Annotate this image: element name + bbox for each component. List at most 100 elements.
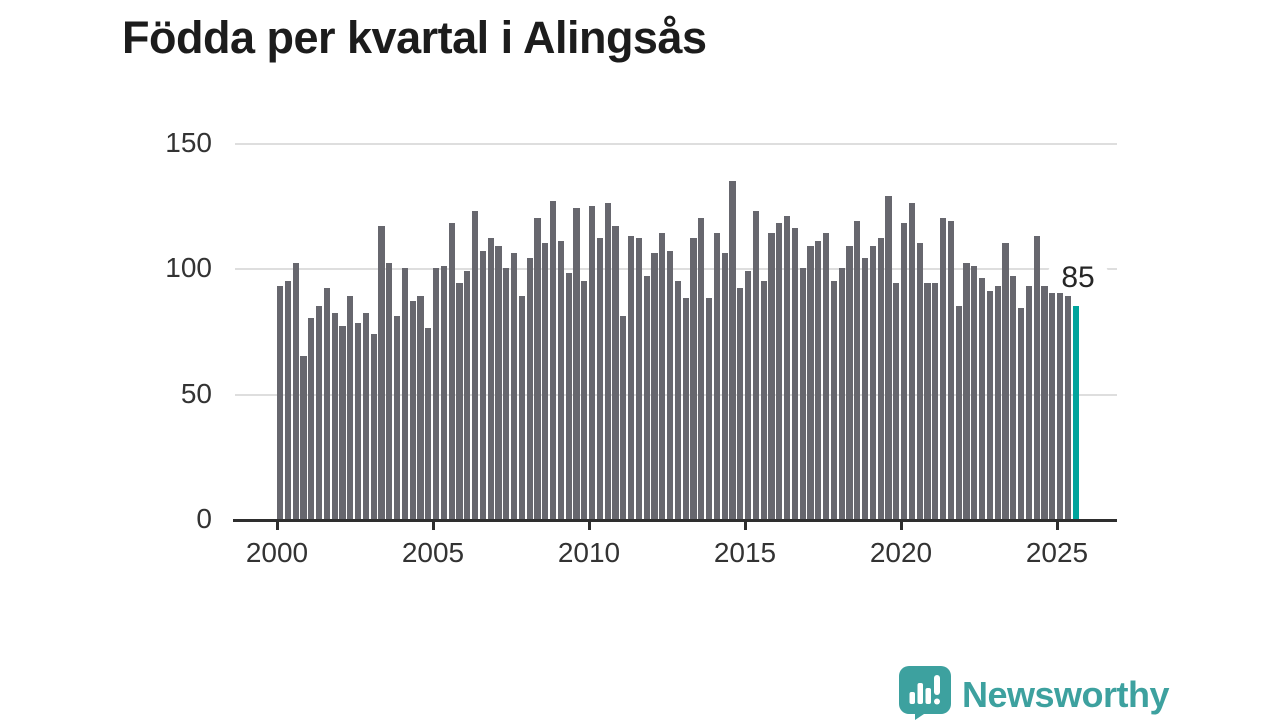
bar: [635, 238, 642, 519]
bar: [877, 238, 884, 519]
bar: [620, 315, 627, 519]
bar: [854, 220, 861, 519]
newsworthy-logo: Newsworthy: [898, 665, 1170, 720]
bar: [425, 328, 432, 519]
x-axis-tick-label: 2020: [869, 537, 933, 568]
bar: [862, 258, 869, 519]
bar: [1057, 293, 1064, 519]
bar: [908, 203, 915, 519]
bar: [768, 233, 775, 519]
page-title: Födda per kvartal i Alingsås: [122, 12, 707, 63]
x-axis-tick: [1055, 519, 1059, 530]
bar: [362, 313, 369, 519]
bar: [643, 275, 650, 519]
value-annotation: 85: [1047, 255, 1109, 301]
bar: [838, 268, 845, 519]
bar: [378, 225, 385, 519]
bar: [1033, 235, 1040, 519]
bar: [667, 250, 674, 519]
bar: [963, 263, 970, 519]
bar: [815, 240, 822, 519]
bar: [448, 223, 455, 519]
bar: [846, 245, 853, 519]
bar: [565, 273, 572, 519]
bar: [737, 288, 744, 519]
bar: [370, 333, 377, 519]
bar: [557, 240, 564, 519]
bar: [869, 245, 876, 519]
bar: [776, 223, 783, 519]
bar: [526, 258, 533, 519]
bar: [472, 210, 479, 519]
bar: [284, 280, 291, 519]
logo-text: Newsworthy: [962, 674, 1170, 715]
bar: [292, 263, 299, 519]
x-axis-tick: [275, 519, 279, 530]
bar: [979, 278, 986, 519]
bar: [651, 253, 658, 519]
bar: [542, 243, 549, 519]
bar: [323, 288, 330, 519]
bar: [277, 285, 284, 519]
bar: [955, 305, 962, 519]
bar: [791, 228, 798, 519]
bar: [1041, 285, 1048, 519]
highlighted-bar: [1072, 305, 1079, 519]
bar: [409, 300, 416, 519]
bar: [698, 218, 705, 519]
bar: [596, 238, 603, 519]
bar: [706, 298, 713, 519]
bar: [745, 270, 752, 519]
bar: [308, 318, 315, 519]
bar: [394, 315, 401, 519]
bar: [901, 223, 908, 519]
bar: [924, 283, 931, 519]
bar: [994, 285, 1001, 519]
bar: [1010, 275, 1017, 519]
bar: [932, 283, 939, 519]
bar: [674, 280, 681, 519]
bar: [331, 313, 338, 519]
bar: [1049, 293, 1056, 519]
bar: [550, 200, 557, 519]
bar: [721, 253, 728, 519]
x-axis-tick-label: 2000: [245, 537, 309, 568]
bar: [316, 305, 323, 519]
bar: [511, 253, 518, 519]
bar: [1018, 308, 1025, 519]
x-axis-tick: [899, 519, 903, 530]
x-axis-tick-label: 2010: [557, 537, 621, 568]
bar: [401, 268, 408, 519]
bar: [417, 295, 424, 519]
bar: [479, 250, 486, 519]
logo-bubble-chart-icon: [898, 665, 952, 720]
bar: [433, 268, 440, 519]
bar: [589, 205, 596, 519]
bar: [893, 283, 900, 519]
bar: [573, 208, 580, 519]
bar: [807, 245, 814, 519]
gridline: [235, 268, 1117, 271]
bar: [456, 283, 463, 519]
x-axis-tick-label: 2015: [713, 537, 777, 568]
bar: [713, 233, 720, 519]
bar: [581, 280, 588, 519]
x-axis-tick: [431, 519, 435, 530]
bar: [760, 280, 767, 519]
bar: [1025, 285, 1032, 519]
y-axis-tick-label: 150: [165, 127, 212, 158]
bar: [604, 203, 611, 519]
bar: [495, 245, 502, 519]
bar: [464, 270, 471, 519]
bar: [784, 215, 791, 519]
bar: [440, 265, 447, 519]
bar: [682, 298, 689, 519]
bar: [339, 325, 346, 519]
bar: [885, 195, 892, 519]
bar: [690, 238, 697, 519]
bar: [986, 290, 993, 519]
y-axis-tick-label: 50: [180, 377, 212, 409]
bar: [347, 295, 354, 519]
bar: [940, 218, 947, 519]
